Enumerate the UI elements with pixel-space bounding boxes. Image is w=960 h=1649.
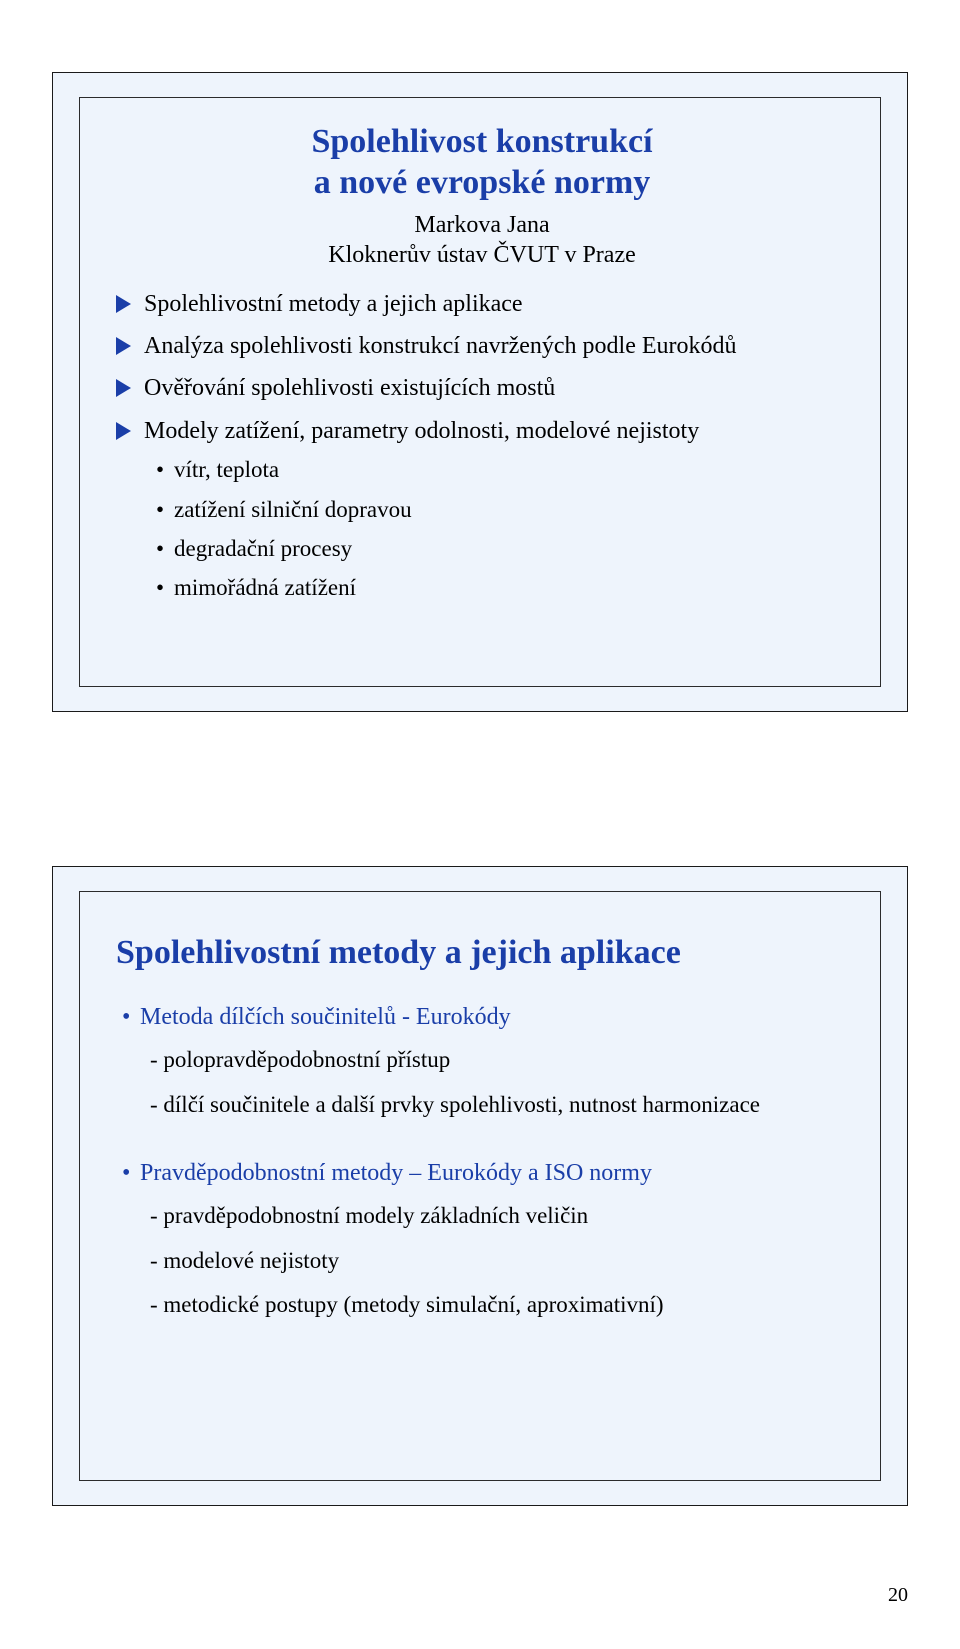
list-item: Spolehlivostní metody a jejich aplikace [116,288,848,320]
dash-item: metodické postupy (metody simulační, apr… [150,1288,848,1323]
slide-2-frame: Spolehlivostní metody a jejich aplikace … [79,891,881,1481]
slide-1-title: Spolehlivost konstrukcí a nové evropské … [116,122,848,204]
dash-item: dílčí součinitele a další prvky spolehli… [150,1088,848,1123]
title-line-1: Spolehlivost konstrukcí [311,123,652,160]
block-1: Metoda dílčích součinitelů - Eurokódy po… [122,1004,848,1122]
list-item-label: Modely zatížení, parametry odolnosti, mo… [144,418,699,444]
page-number: 20 [888,1584,908,1607]
dash-item: polopravděpodobnostní přístup [150,1043,848,1078]
slide-1-sublist: vítr, teplota zatížení silniční dopravou… [156,453,848,604]
sublist-item: mimořádná zatížení [156,571,848,604]
slide-1-frame: Spolehlivost konstrukcí a nové evropské … [79,97,881,687]
list-item: Analýza spolehlivosti konstrukcí navržen… [116,330,848,362]
slide-2: Spolehlivostní metody a jejich aplikace … [52,866,908,1506]
affiliation: Kloknerův ústav ČVUT v Praze [328,242,636,268]
block-2: Pravděpodobnostní metody – Eurokódy a IS… [122,1160,848,1323]
slide-2-title: Spolehlivostní metody a jejich aplikace [116,934,848,972]
dash-item: modelové nejistoty [150,1244,848,1279]
sublist-item: zatížení silniční dopravou [156,493,848,526]
sublist-item: vítr, teplota [156,453,848,486]
sublist-item: degradační procesy [156,532,848,565]
title-line-2: a nové evropské normy [314,164,651,201]
slide-1-subtitle: Markova Jana Kloknerův ústav ČVUT v Praz… [116,210,848,270]
slide-1-list: Spolehlivostní metody a jejich aplikace … [116,288,848,605]
block-2-lead: Pravděpodobnostní metody – Eurokódy a IS… [122,1160,848,1187]
list-item: Modely zatížení, parametry odolnosti, mo… [116,415,848,605]
list-item: Ověřování spolehlivosti existujících mos… [116,372,848,404]
slide-1: Spolehlivost konstrukcí a nové evropské … [52,72,908,712]
author: Markova Jana [414,212,549,238]
dash-item: pravděpodobnostní modely základních veli… [150,1199,848,1234]
block-2-dash-list: pravděpodobnostní modely základních veli… [150,1199,848,1323]
block-1-dash-list: polopravděpodobnostní přístup dílčí souč… [150,1043,848,1122]
block-1-lead: Metoda dílčích součinitelů - Eurokódy [122,1004,848,1031]
